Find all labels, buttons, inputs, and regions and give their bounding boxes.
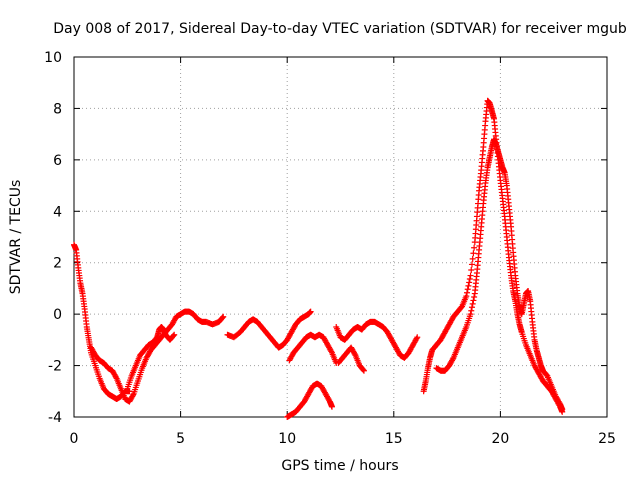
x-tick-label: 5 [176,431,185,447]
data-point [220,313,227,320]
data-point [469,300,476,307]
data-point [464,286,471,293]
data-point [414,334,421,341]
data-point [360,366,367,373]
data-series [71,97,566,420]
data-point [129,392,136,399]
data-point [219,314,226,321]
y-tick-label: 2 [53,256,62,272]
data-point [171,331,178,338]
data-point [559,406,566,413]
data-point [471,294,478,300]
x-tick-label: 20 [491,431,509,447]
y-tick-label: 8 [53,101,62,117]
data-point [328,403,335,410]
data-point [471,244,478,251]
axis-ticks: 0 5 10 15 20 25 -4 -2 0 2 4 6 8 10 [44,50,616,447]
data-point [469,255,476,262]
data-point [463,289,470,296]
y-tick-label: -2 [48,359,62,375]
data-point [463,293,470,300]
data-point [467,272,474,279]
x-axis-label: GPS time / hours [281,458,398,474]
data-point [467,311,474,318]
data-point [465,282,472,289]
data-point [360,367,367,374]
data-point [413,335,420,342]
x-tick-label: 25 [598,431,616,447]
data-point [170,332,177,339]
data-point [307,308,314,315]
data-point [468,261,475,268]
data-point [466,276,473,282]
y-axis-label: SDTVAR / TECUs [8,180,24,295]
data-point [470,297,477,304]
y-tick-label: 10 [44,50,62,66]
chart-title: Day 008 of 2017, Sidereal Day-to-day VTE… [53,21,627,37]
data-point [466,279,473,286]
y-tick-label: 6 [53,153,62,169]
plot-frame [73,56,608,418]
y-tick-label: -4 [48,410,62,426]
x-tick-label: 10 [278,431,296,447]
y-tick-label: 4 [53,204,62,220]
data-point [468,307,475,314]
x-tick-label: 0 [70,431,79,447]
data-point [449,356,456,363]
x-tick-label: 15 [385,431,403,447]
y-tick-label: 0 [53,307,62,323]
data-point [468,304,475,311]
data-point [468,267,475,273]
data-point [470,250,477,257]
